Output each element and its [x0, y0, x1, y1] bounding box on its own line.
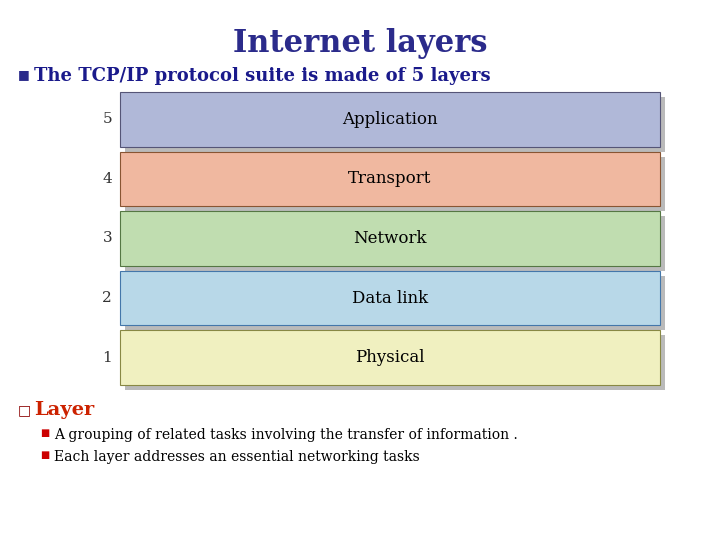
FancyBboxPatch shape — [125, 216, 665, 271]
Text: Transport: Transport — [348, 171, 432, 187]
Text: Application: Application — [342, 111, 438, 128]
Text: Each layer addresses an essential networking tasks: Each layer addresses an essential networ… — [54, 450, 420, 464]
Text: 5: 5 — [102, 112, 112, 126]
FancyBboxPatch shape — [125, 335, 665, 390]
FancyBboxPatch shape — [120, 271, 660, 326]
Text: A grouping of related tasks involving the transfer of information .: A grouping of related tasks involving th… — [54, 428, 518, 442]
FancyBboxPatch shape — [120, 211, 660, 266]
FancyBboxPatch shape — [125, 97, 665, 152]
Text: ■: ■ — [18, 68, 30, 81]
FancyBboxPatch shape — [125, 157, 665, 211]
Text: Internet layers: Internet layers — [233, 28, 487, 59]
FancyBboxPatch shape — [120, 152, 660, 206]
FancyBboxPatch shape — [120, 330, 660, 385]
Text: 2: 2 — [102, 291, 112, 305]
Text: Layer: Layer — [34, 401, 94, 419]
Text: ■: ■ — [40, 428, 49, 438]
Text: Data link: Data link — [352, 289, 428, 307]
Text: ■: ■ — [40, 450, 49, 460]
Text: 3: 3 — [102, 232, 112, 246]
Text: □: □ — [18, 403, 31, 417]
FancyBboxPatch shape — [120, 92, 660, 146]
Text: 4: 4 — [102, 172, 112, 186]
Text: Physical: Physical — [355, 349, 425, 366]
Text: The TCP/IP protocol suite is made of 5 layers: The TCP/IP protocol suite is made of 5 l… — [34, 67, 490, 85]
Text: 1: 1 — [102, 350, 112, 365]
Text: Network: Network — [354, 230, 427, 247]
FancyBboxPatch shape — [125, 276, 665, 330]
